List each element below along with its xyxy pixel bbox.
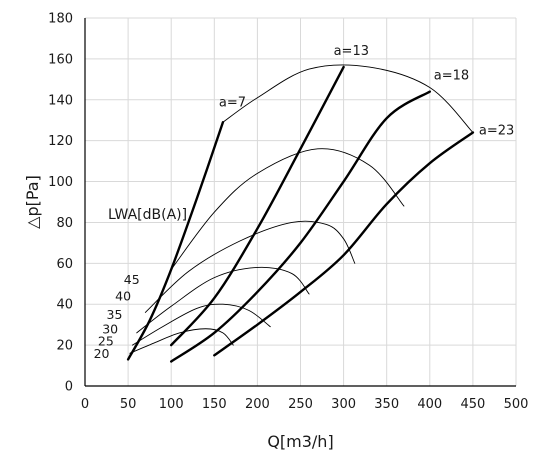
x-tick-label: 50 [120, 397, 137, 412]
y-tick-label: 180 [48, 12, 73, 27]
curve-label: a=7 [219, 95, 246, 110]
y-tick-label: 80 [56, 216, 73, 231]
x-tick-label: 100 [159, 397, 184, 412]
lwa-label: 45 [124, 272, 140, 287]
x-tick-label: 300 [331, 397, 356, 412]
curve-label: a=23 [479, 123, 514, 138]
x-tick-label: 150 [202, 397, 227, 412]
curves [126, 64, 475, 363]
y-axis-label: △p[Pa] [23, 175, 42, 229]
x-tick-label: 200 [245, 397, 270, 412]
y-tick-label: 60 [56, 257, 73, 272]
fan-curve [131, 303, 271, 346]
y-tick-label: 160 [48, 52, 73, 67]
y-tick-label: 0 [65, 380, 73, 395]
lwa-label: 40 [115, 289, 131, 304]
system-curve [170, 65, 345, 347]
system-curve [213, 131, 475, 357]
tick-labels: 0 50 100 150 200 250 300 350 400 450 500 0 20 40 60 80 1… [48, 12, 528, 413]
x-tick-label: 450 [460, 397, 485, 412]
y-tick-label: 140 [48, 93, 73, 108]
x-tick-label: 350 [374, 397, 399, 412]
fan-curve [144, 220, 356, 313]
axes [84, 18, 516, 387]
x-tick-label: 250 [288, 397, 313, 412]
y-tick-label: 100 [48, 175, 73, 190]
x-tick-label: 500 [504, 397, 529, 412]
curve-label: a=13 [334, 44, 369, 59]
lwa-label: 20 [94, 346, 110, 361]
y-tick-label: 120 [48, 134, 73, 149]
lwa-label: 25 [98, 334, 114, 349]
x-tick-label: 0 [81, 397, 89, 412]
fan-curve [129, 328, 234, 354]
lwa-title: LWA[dB(A)] [108, 207, 187, 223]
curve-label: a=18 [434, 69, 469, 84]
x-tick-label: 400 [417, 397, 442, 412]
fan-curve [170, 148, 405, 270]
y-tick-label: 40 [56, 298, 73, 313]
x-axis-label: Q[m3/h] [267, 432, 333, 451]
fan-curve [136, 266, 310, 334]
system-curve [170, 90, 431, 363]
y-tick-label: 20 [56, 339, 73, 354]
fan-curve [222, 64, 474, 133]
lwa-label: 30 [102, 321, 118, 336]
lwa-label: 35 [107, 307, 123, 322]
